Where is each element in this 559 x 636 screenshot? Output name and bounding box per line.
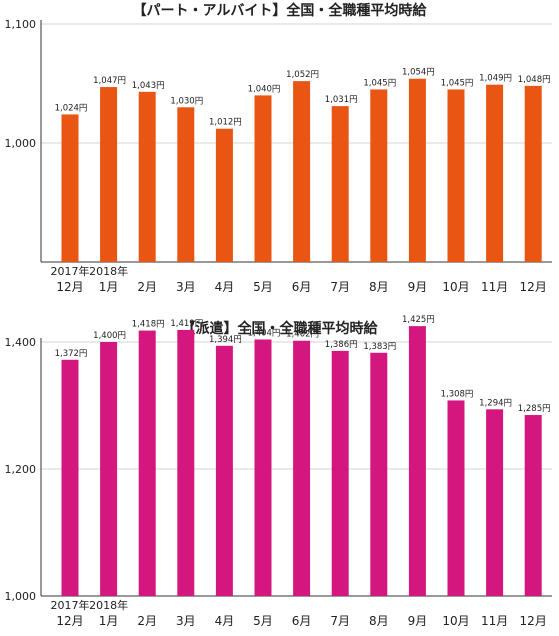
- data-label: 1,052円: [286, 70, 319, 80]
- year-label: 2018年: [89, 264, 128, 278]
- x-tick-label: 9月: [408, 614, 428, 628]
- bar: [254, 339, 272, 596]
- data-label: 1,404円: [248, 328, 281, 338]
- x-tick-label: 3月: [176, 614, 196, 628]
- data-label: 1,040円: [248, 84, 281, 94]
- data-label: 1,045円: [441, 78, 474, 88]
- bar: [177, 329, 195, 596]
- x-tick-label: 7月: [330, 280, 350, 294]
- data-label: 1,031円: [325, 95, 358, 105]
- data-label: 1,045円: [363, 78, 396, 88]
- bar: [293, 340, 311, 596]
- x-tick-label: 9月: [408, 280, 428, 294]
- data-label: 1,285円: [518, 404, 551, 414]
- x-tick-label: 11月: [481, 280, 508, 294]
- x-tick-label: 2月: [137, 614, 157, 628]
- x-tick-label: 6月: [292, 614, 312, 628]
- bar: [331, 106, 349, 262]
- x-tick-label: 6月: [292, 280, 312, 294]
- bar: [177, 107, 195, 262]
- year-label: 2017年: [51, 598, 90, 612]
- x-tick-label: 1月: [99, 614, 119, 628]
- bar: [61, 114, 79, 262]
- x-tick-label: 11月: [481, 614, 508, 628]
- bar: [100, 342, 118, 596]
- data-label: 1,402円: [286, 330, 319, 340]
- year-label: 2018年: [89, 598, 128, 612]
- x-tick-label: 8月: [369, 280, 389, 294]
- data-label: 1,418円: [132, 320, 165, 330]
- bar: [100, 87, 118, 262]
- x-tick-label: 2月: [137, 280, 157, 294]
- data-label: 1,419円: [170, 319, 203, 329]
- chart-dispatch: 【派遣】全国・全職種平均時給 1,000 1,200 1,400 1,372円 2017…: [0, 315, 559, 636]
- bar: [370, 89, 388, 262]
- x-tick-label: 4月: [215, 280, 235, 294]
- data-label: 1,372円: [55, 349, 88, 359]
- data-label: 1,394円: [209, 335, 242, 345]
- x-tick-label: 4月: [215, 614, 235, 628]
- x-tick-label: 5月: [253, 614, 273, 628]
- bar: [215, 345, 233, 596]
- y-tick-label: 1,000: [5, 590, 37, 603]
- data-label: 1,308円: [441, 389, 474, 399]
- y-tick-label: 1,200: [5, 463, 37, 476]
- year-label: 2017年: [51, 264, 90, 278]
- data-label: 1,047円: [93, 76, 126, 86]
- x-tick-label: 10月: [442, 614, 469, 628]
- bar: [447, 89, 465, 262]
- data-label: 1,294円: [479, 398, 512, 408]
- bar: [61, 359, 79, 596]
- data-label: 1,049円: [479, 74, 512, 84]
- x-tick-label: 7月: [330, 614, 350, 628]
- chart-title: 【派遣】全国・全職種平均時給: [181, 321, 378, 337]
- data-label: 1,043円: [132, 81, 165, 91]
- data-label: 1,425円: [402, 315, 435, 325]
- bar: [293, 81, 311, 263]
- bar: [138, 330, 156, 596]
- y-tick-label: 1,100: [5, 18, 37, 31]
- bar: [331, 350, 349, 596]
- bar: [408, 326, 426, 596]
- y-tick-label: 1,400: [5, 336, 37, 349]
- data-label: 1,383円: [363, 342, 396, 352]
- bar: [524, 85, 542, 262]
- data-label: 1,048円: [518, 75, 551, 85]
- chart-canvas: 1,000 1,100 1,024円 2017年 12月 1,047円 2018年 1月 1,0…: [5, 18, 552, 294]
- chart-title: 【パート・アルバイト】全国・全職種平均時給: [132, 3, 427, 19]
- data-label: 1,400円: [93, 331, 126, 341]
- bar: [486, 84, 504, 262]
- x-tick-label: 5月: [253, 280, 273, 294]
- bar: [524, 415, 542, 596]
- data-label: 1,030円: [170, 96, 203, 106]
- data-label: 1,054円: [402, 68, 435, 78]
- x-tick-label: 12月: [56, 280, 83, 294]
- x-tick-label: 1月: [99, 280, 119, 294]
- y-tick-label: 1,000: [5, 137, 37, 150]
- x-tick-label: 3月: [176, 280, 196, 294]
- x-tick-label: 12月: [56, 614, 83, 628]
- data-label: 1,012円: [209, 118, 242, 128]
- bar: [447, 400, 465, 596]
- x-tick-label: 8月: [369, 614, 389, 628]
- bar: [486, 409, 504, 596]
- data-label: 1,024円: [55, 103, 88, 113]
- bar: [370, 352, 388, 596]
- chart-canvas: 1,000 1,200 1,400 1,372円 2017年 12月 1,400円 2018年…: [5, 315, 552, 628]
- bar: [215, 128, 233, 262]
- x-tick-label: 12月: [520, 280, 547, 294]
- x-tick-label: 10月: [442, 280, 469, 294]
- x-tick-label: 12月: [520, 614, 547, 628]
- chart-part-time: 【パート・アルバイト】全国・全職種平均時給 1,000 1,100 1,024円 20…: [5, 3, 552, 294]
- bar: [254, 95, 272, 263]
- data-label: 1,386円: [325, 340, 358, 350]
- bar: [408, 78, 426, 263]
- bar: [138, 91, 156, 262]
